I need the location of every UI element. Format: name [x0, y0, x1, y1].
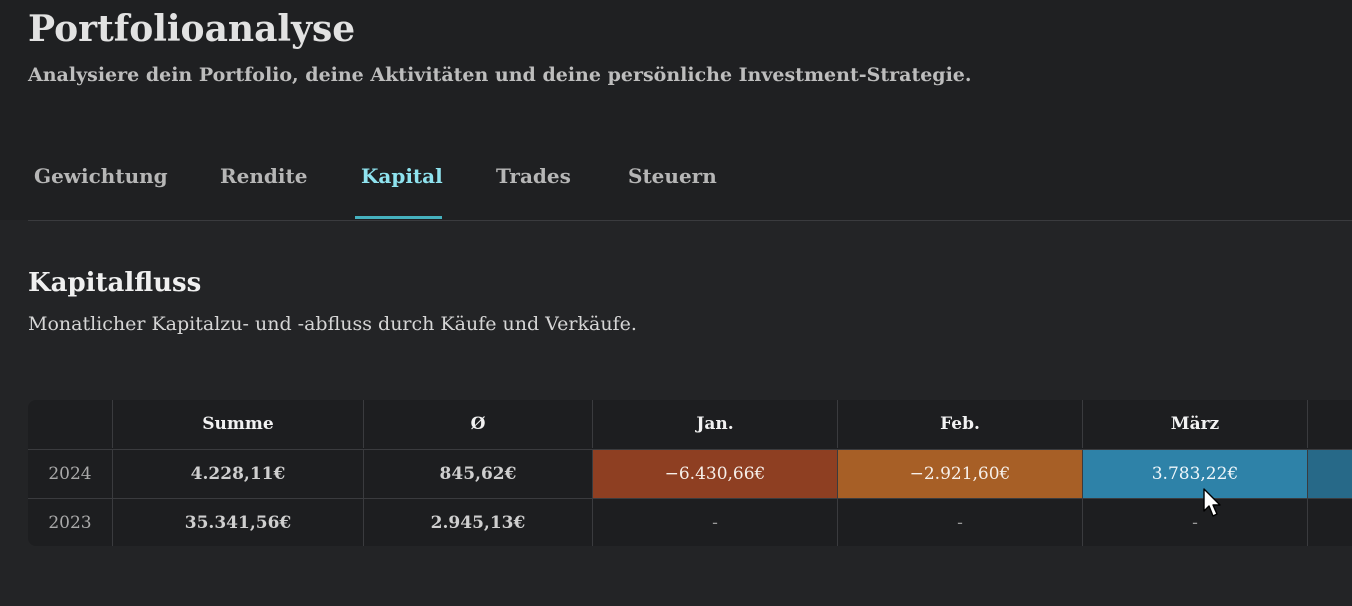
row-year: 2024 — [28, 450, 113, 498]
column-header-apr-partial — [1308, 400, 1352, 448]
cell-maerz[interactable]: - — [1083, 499, 1308, 546]
tab-rendite[interactable]: Rendite — [220, 164, 308, 188]
mouse-cursor-icon — [1203, 488, 1221, 517]
page-header: Portfolioanalyse Analysiere dein Portfol… — [0, 0, 1352, 221]
cell-jan[interactable]: −6.430,66€ — [593, 450, 838, 498]
row-average: 2.945,13€ — [364, 499, 593, 546]
table-header-row: Summe Ø Jan. Feb. März — [28, 400, 1352, 448]
table-row: 2023 35.341,56€ 2.945,13€ - - - — [28, 498, 1352, 546]
table-row: 2024 4.228,11€ 845,62€ −6.430,66€ −2.921… — [28, 449, 1352, 498]
cell-feb[interactable]: −2.921,60€ — [838, 450, 1083, 498]
row-summe: 4.228,11€ — [113, 450, 364, 498]
tab-gewichtung[interactable]: Gewichtung — [34, 164, 168, 188]
section-title: Kapitalfluss — [28, 268, 202, 298]
cell-apr-partial[interactable] — [1308, 499, 1352, 546]
row-year: 2023 — [28, 499, 113, 546]
cell-jan[interactable]: - — [593, 499, 838, 546]
page-subtitle: Analysiere dein Portfolio, deine Aktivit… — [28, 64, 972, 86]
row-summe: 35.341,56€ — [113, 499, 364, 546]
column-header-average[interactable]: Ø — [364, 400, 593, 448]
cell-maerz[interactable]: 3.783,22€ — [1083, 450, 1308, 498]
cell-apr-partial[interactable] — [1308, 450, 1352, 498]
column-header-feb[interactable]: Feb. — [838, 400, 1083, 448]
row-average: 845,62€ — [364, 450, 593, 498]
page-title: Portfolioanalyse — [28, 8, 356, 50]
section-subtitle: Monatlicher Kapitalzu- und -abfluss durc… — [28, 313, 637, 335]
tab-steuern[interactable]: Steuern — [628, 164, 717, 188]
column-header-maerz[interactable]: März — [1083, 400, 1308, 448]
column-header-jan[interactable]: Jan. — [593, 400, 838, 448]
column-header-summe[interactable]: Summe — [113, 400, 364, 448]
column-header-year — [28, 400, 113, 448]
tab-bar: Gewichtung Rendite Kapital Trades Steuer… — [28, 150, 1352, 221]
cell-feb[interactable]: - — [838, 499, 1083, 546]
tab-trades[interactable]: Trades — [496, 164, 571, 188]
tab-kapital[interactable]: Kapital — [361, 164, 443, 188]
capital-flow-table: Summe Ø Jan. Feb. März 2024 4.228,11€ 84… — [28, 400, 1352, 546]
active-tab-indicator — [355, 216, 442, 219]
